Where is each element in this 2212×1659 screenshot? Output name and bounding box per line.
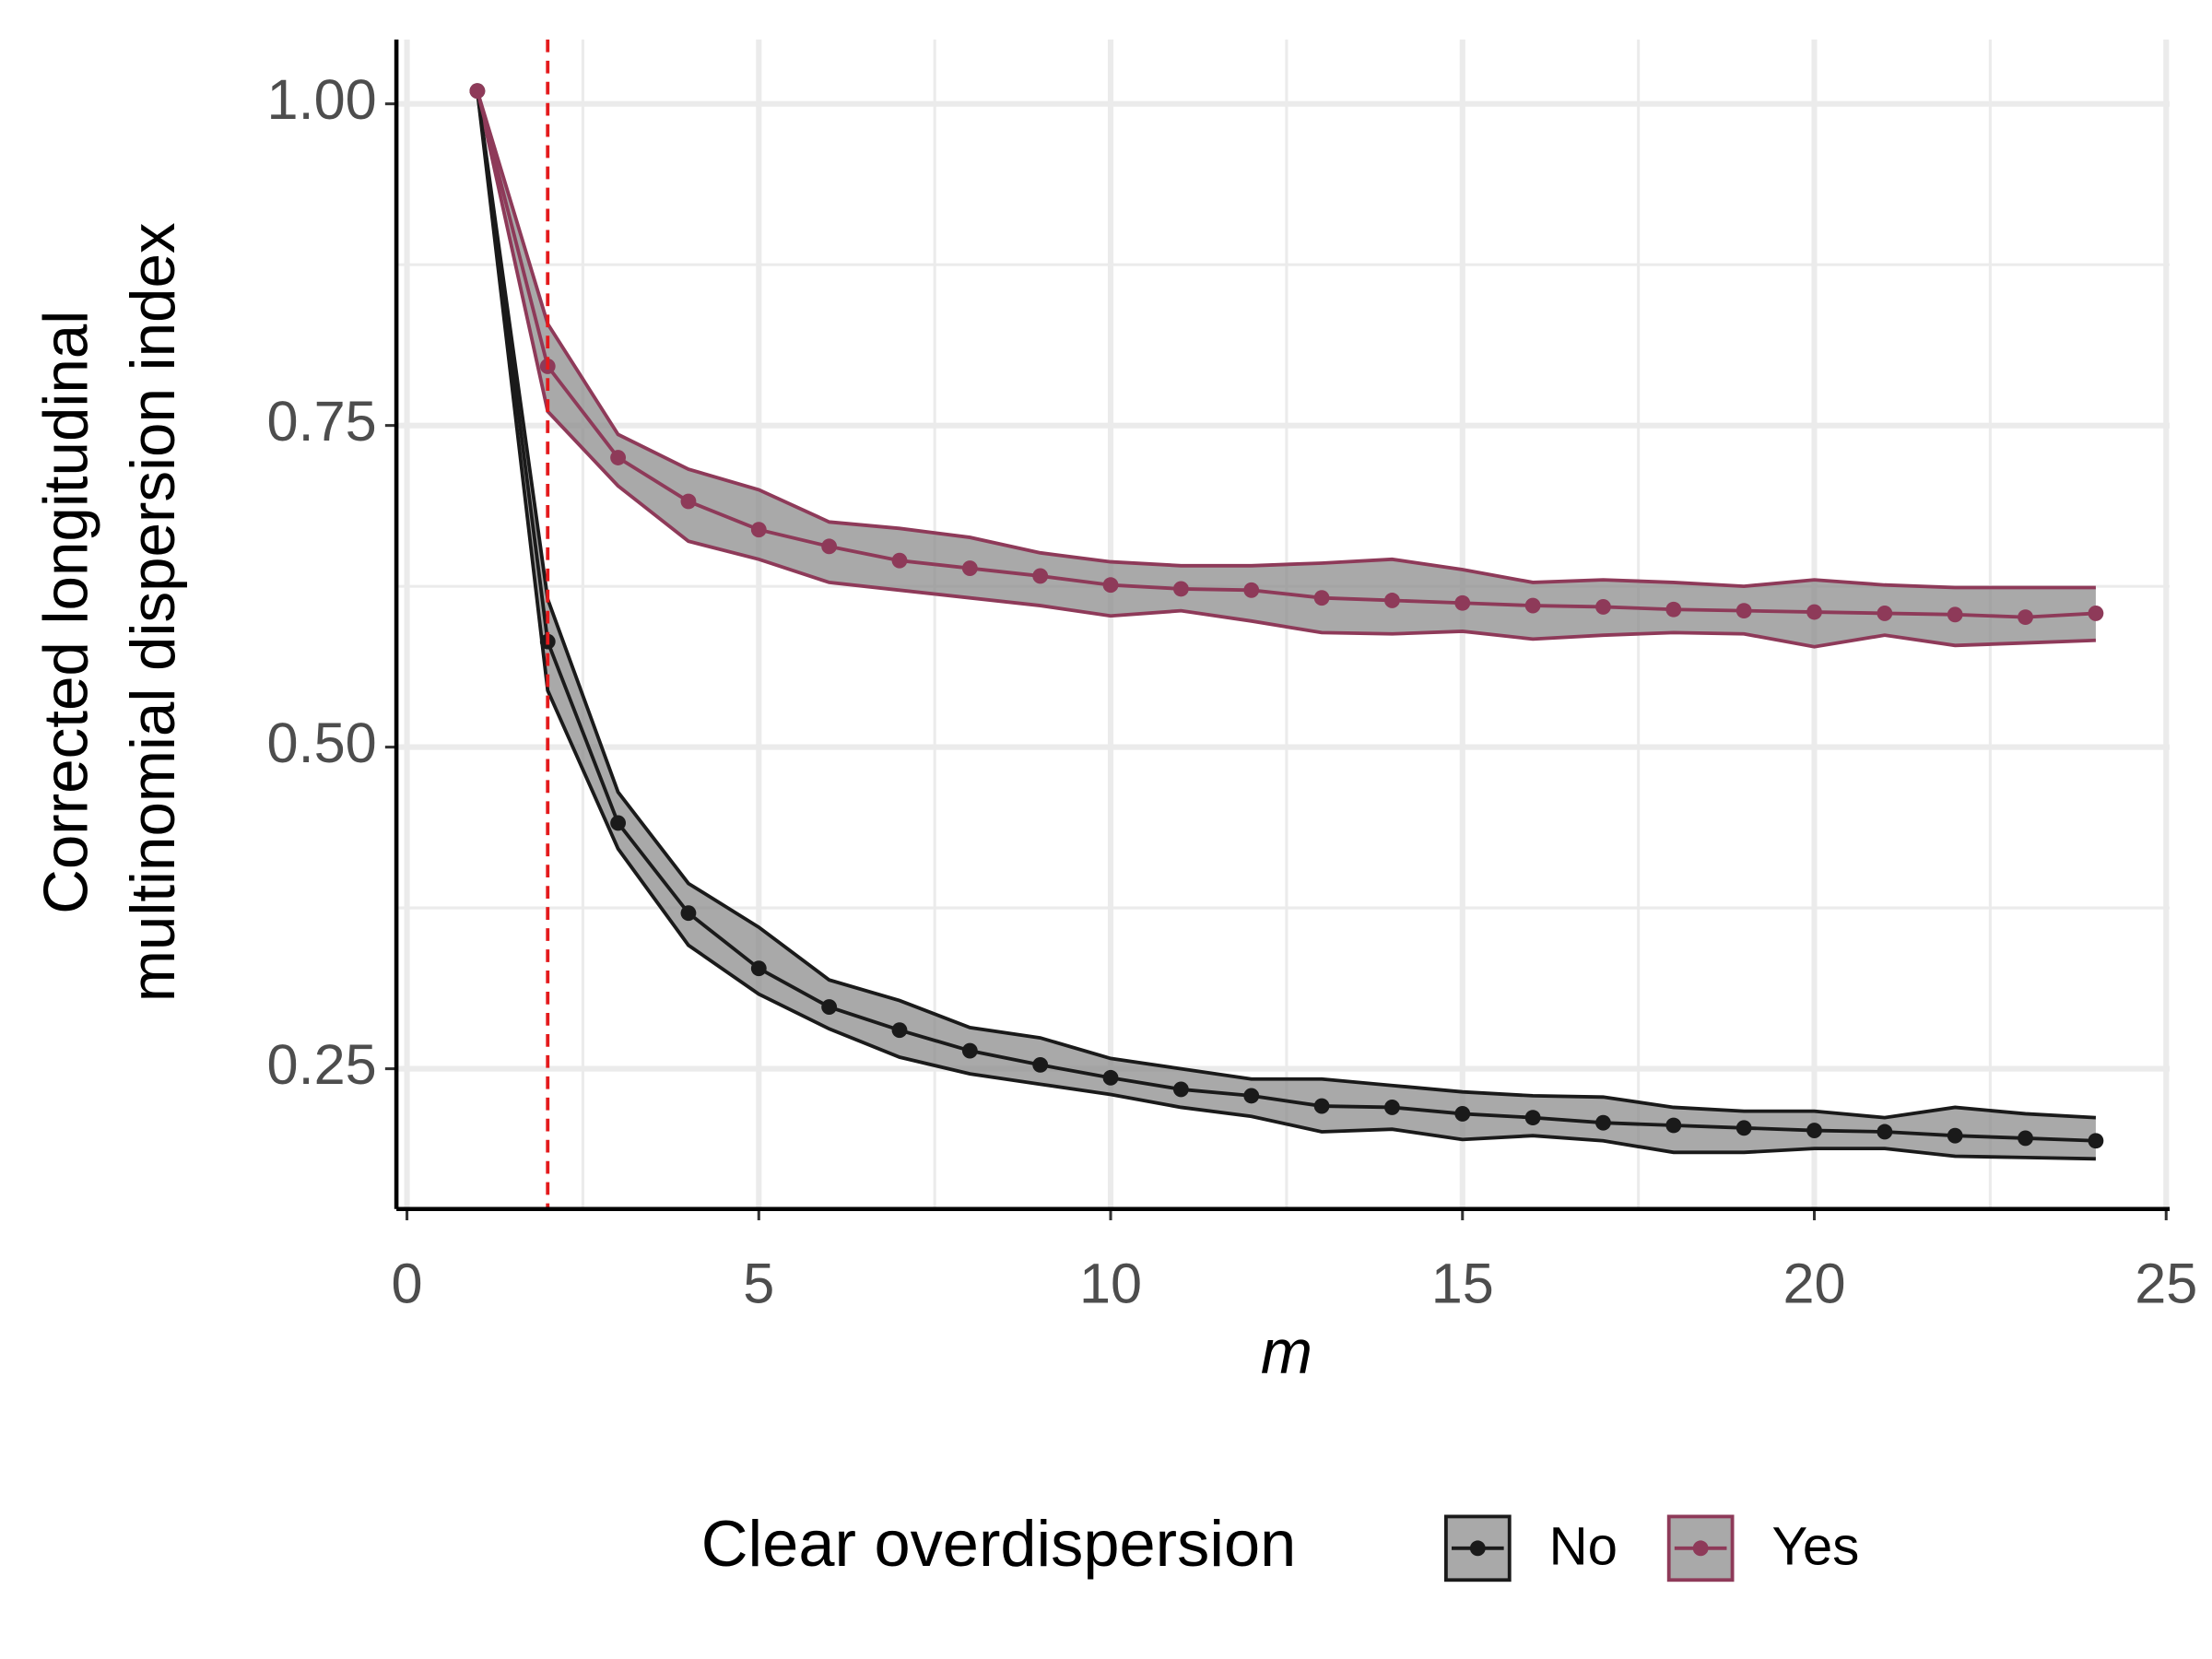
x-tick-label: 5 (743, 1253, 774, 1315)
point (1735, 603, 1752, 619)
line (476, 90, 2096, 1143)
ribbon-edge (476, 90, 2096, 1161)
point (821, 999, 838, 1015)
point (1032, 1056, 1049, 1073)
point (680, 493, 697, 510)
point (1172, 1081, 1189, 1098)
point (891, 552, 908, 569)
point (821, 538, 838, 555)
point (891, 1022, 908, 1039)
point (610, 450, 627, 465)
point (1102, 1069, 1119, 1086)
point (2018, 609, 2033, 626)
point (2088, 606, 2104, 621)
point (2018, 1130, 2033, 1147)
point (1524, 1110, 1541, 1126)
legend-key-point (1692, 1540, 1709, 1557)
point (2088, 1133, 2104, 1149)
point (750, 960, 767, 977)
point (1454, 594, 1471, 611)
x-tick-label: 25 (2135, 1253, 2197, 1315)
point (1032, 568, 1049, 584)
x-tick-label: 20 (1783, 1253, 1845, 1315)
point (1665, 1117, 1682, 1134)
ribbon-edge (476, 90, 2096, 649)
point (1595, 1114, 1611, 1131)
legend-title: Clear overdispersion (701, 1507, 1297, 1580)
line (476, 90, 2097, 619)
legend-label: No (1549, 1517, 1618, 1577)
y-tick-label: 0.25 (267, 1033, 377, 1096)
point (1102, 577, 1119, 594)
point (1806, 1123, 1822, 1139)
point (1877, 1124, 1893, 1140)
point (1735, 1120, 1752, 1136)
y-tick-label: 1.00 (267, 68, 377, 131)
point (1172, 581, 1189, 597)
ribbon-edge (476, 90, 2097, 1120)
point (1524, 597, 1541, 614)
point (750, 522, 767, 538)
y-axis-title: Corrected longitudinal (31, 311, 100, 914)
point (469, 83, 486, 100)
x-tick-label: 15 (1431, 1253, 1494, 1315)
point (1313, 1098, 1330, 1114)
x-tick-label: 0 (392, 1253, 423, 1315)
point (1806, 604, 1822, 620)
point (1947, 606, 1963, 623)
point (1595, 599, 1611, 615)
point (1384, 593, 1400, 608)
point (1313, 590, 1330, 606)
point (1454, 1106, 1471, 1122)
y-axis-title: multinomial dispersion index (119, 222, 188, 1002)
legend-key-point (1469, 1540, 1486, 1557)
point (961, 1042, 978, 1059)
point (680, 905, 697, 922)
x-tick-label: 10 (1079, 1253, 1142, 1315)
y-tick-label: 0.75 (267, 390, 377, 453)
point (1243, 1088, 1260, 1104)
ribbon (477, 90, 2096, 647)
point (1877, 606, 1893, 621)
point (1947, 1127, 1963, 1144)
point (961, 560, 978, 576)
point (1243, 582, 1260, 598)
ribbon-edge (476, 90, 2096, 590)
legend-label: Yes (1771, 1517, 1859, 1577)
x-axis-title: m (1261, 1318, 1312, 1387)
point (1384, 1100, 1400, 1115)
y-tick-label: 0.50 (267, 712, 377, 774)
point (1665, 601, 1682, 618)
point (610, 815, 627, 831)
